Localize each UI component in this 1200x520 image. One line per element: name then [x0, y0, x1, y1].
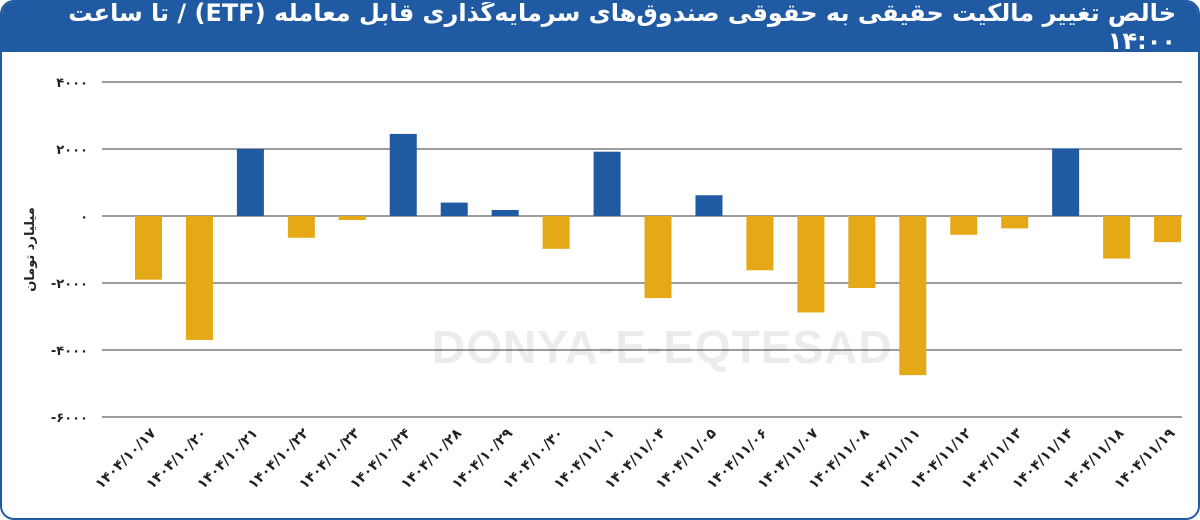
bar [1052, 148, 1080, 216]
y-tick-label: ۲۰۰۰ [56, 143, 88, 158]
bar [389, 133, 417, 216]
y-axis-label: میلیارد تومان [23, 207, 38, 292]
bar [236, 149, 264, 216]
bar [135, 216, 162, 280]
bar [593, 151, 621, 216]
bar [1001, 216, 1029, 229]
bar [1103, 216, 1131, 259]
y-tick-label: -۴۰۰۰ [51, 344, 88, 359]
bar [440, 202, 468, 216]
bar [338, 216, 366, 221]
bar [950, 216, 978, 235]
bar [746, 216, 774, 271]
bar [797, 216, 825, 313]
bar [848, 216, 876, 289]
y-tick-label: ۰ [80, 210, 88, 225]
bar [542, 216, 570, 249]
bar [491, 209, 519, 216]
bar [695, 195, 723, 216]
bar [185, 216, 213, 340]
bar [899, 216, 927, 376]
chart-title: خالص تغییر مالکیت حقیقی به حقوقی صندوق‌ه… [2, 2, 1198, 55]
y-tick-label: -۶۰۰۰ [51, 411, 88, 426]
bar [287, 216, 315, 238]
y-tick-label: ۴۰۰۰ [56, 76, 88, 91]
watermark: DONYA-E-EQTESAD [432, 321, 893, 373]
bar [1154, 216, 1182, 243]
y-tick-label: -۲۰۰۰ [51, 277, 88, 292]
bar [644, 216, 672, 299]
